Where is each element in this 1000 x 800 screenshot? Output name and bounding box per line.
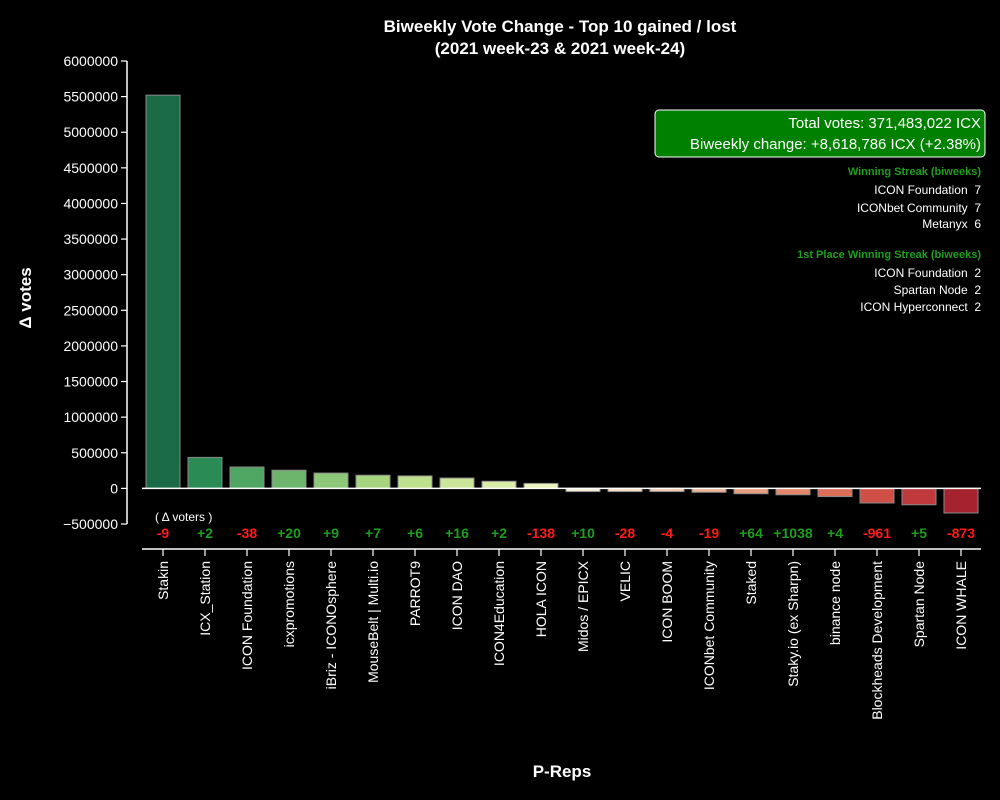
x-tick-label: ICX_Station [197,561,213,636]
y-tick-label: 2000000 [63,338,118,354]
chart-title-line1: Biweekly Vote Change - Top 10 gained / l… [384,17,737,36]
y-tick-label: 3500000 [63,231,118,247]
bar [901,487,937,506]
bar [313,472,349,489]
x-tick-label: icxpromotions [281,561,297,647]
voter-change-label: +6 [407,525,423,541]
voter-change-label: +64 [739,525,763,541]
x-tick-label: ICON WHALE [953,561,969,650]
first-place-streak-entry: ICON Foundation 2 [874,266,981,280]
bar [355,474,391,489]
x-tick-label: Spartan Node [911,561,927,648]
bar [145,94,181,489]
x-tick-label: ICON Foundation [239,561,255,670]
y-tick-label: 3000000 [63,267,118,283]
x-tick-label: ICON BOOM [659,561,675,643]
bar [481,480,517,489]
voter-change-label: -138 [527,525,555,541]
voter-change-label: +10 [571,525,595,541]
winning-streak-entry: Metanyx 6 [922,217,981,231]
y-tick-label: 0 [110,480,118,496]
y-axis-label: Δ votes [16,267,35,328]
x-axis: Stakin ICX_Station ICON Foundation icxpromo… [142,548,981,720]
chart-title-line2: (2021 week-23 & 2021 week-24) [435,39,685,58]
voters-header: ( Δ voters ) [155,510,212,524]
x-tick-label: PARROT9 [407,561,423,626]
bar [733,487,769,495]
winning-streak-entry: ICON Foundation 7 [874,183,981,197]
bar [817,487,853,498]
voter-change-label: -9 [157,525,170,541]
voter-change-label: +2 [197,525,213,541]
x-tick-label: iBriz - ICONOsphere [323,561,339,690]
bar [397,475,433,489]
x-tick-label: ICON4Education [491,561,507,666]
voter-change-label: +16 [445,525,469,541]
bar [775,487,811,496]
bar [187,456,223,489]
y-tick-label: 2500000 [63,302,118,318]
x-tick-label: Staked [743,561,759,605]
first-place-streak-entry: Spartan Node 2 [894,283,982,297]
x-axis-label: P-Reps [533,762,592,781]
y-axis: −500000 0 500000 1000000 1500000 2000000 25000… [63,53,128,532]
winning-streak-title: Winning Streak (biweeks) [848,166,981,178]
x-tick-label: HOLA ICON [533,561,549,637]
y-tick-label: 6000000 [63,53,118,69]
x-tick-label: Midos / EPICX [575,560,591,652]
voter-change-label: +2 [491,525,507,541]
y-tick-label: 1500000 [63,374,118,390]
bar [271,469,307,489]
y-tick-label: 500000 [71,445,118,461]
voter-change-label: -28 [615,525,635,541]
y-tick-label: −500000 [63,516,118,532]
voter-change-label: -19 [699,525,719,541]
y-tick-label: 1000000 [63,409,118,425]
bar [439,477,475,489]
voter-change-label: +9 [323,525,339,541]
voter-change-label: -4 [661,525,674,541]
x-tick-label: Blockheads Development [869,561,885,720]
x-tick-label: MouseBelt | Multi.io [365,561,381,683]
x-tick-label: ICON DAO [449,561,465,630]
streak-panel: Winning Streak (biweeks) ICON Foundation… [797,166,981,314]
voter-change-label: +5 [911,525,927,541]
y-tick-label: 5000000 [63,124,118,140]
x-tick-label: VELIC [617,561,633,601]
bars-group [142,94,981,514]
bar [859,487,895,504]
x-tick-label: Staky.io (ex Sharpn) [785,561,801,687]
y-tick-label: 4000000 [63,195,118,211]
summary-box: Total votes: 371,483,022 ICX Biweekly ch… [654,109,986,158]
voter-change-labels: -9 +2 -38 +20 +9 +7 +6 +16 +2 -138 +10 -28 -4 -19 +64 +… [157,525,975,541]
first-place-streak-title: 1st Place Winning Streak (biweeks) [797,249,981,261]
x-tick-label: Stakin [155,561,171,600]
voter-change-label: +20 [277,525,301,541]
bar [229,466,265,489]
voter-change-label: -961 [863,525,891,541]
summary-biweekly-change: Biweekly change: +8,618,786 ICX (+2.38%) [690,136,981,153]
winning-streak-entry: ICONbet Community 7 [857,201,981,215]
summary-total-votes: Total votes: 371,483,022 ICX [788,115,981,132]
first-place-streak-entry: ICON Hyperconnect 2 [860,300,981,314]
voter-change-label: +4 [827,525,843,541]
bar [943,487,979,514]
y-tick-label: 5500000 [63,89,118,105]
voter-change-label: -873 [947,525,975,541]
y-tick-label: 4500000 [63,160,118,176]
voter-change-label: +1038 [773,525,813,541]
voter-change-label: -38 [237,525,257,541]
x-tick-label: ICONbet Community [701,561,717,690]
voter-change-label: +7 [365,525,381,541]
summary-box-bg [654,109,986,158]
x-tick-label: binance node [827,561,843,645]
